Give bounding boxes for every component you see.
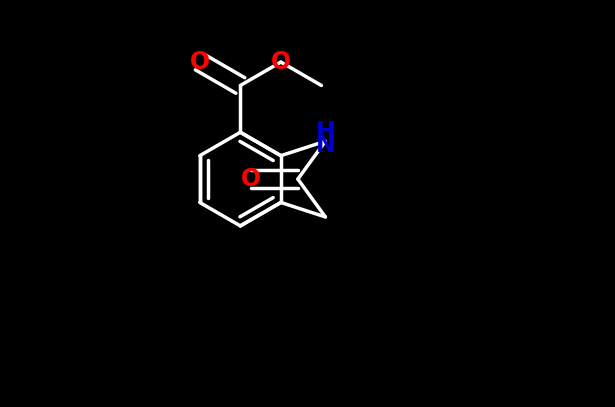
Text: N: N (315, 133, 335, 157)
Text: O: O (271, 50, 291, 74)
Text: O: O (241, 167, 261, 191)
Text: H: H (315, 120, 335, 144)
Text: O: O (190, 50, 210, 74)
